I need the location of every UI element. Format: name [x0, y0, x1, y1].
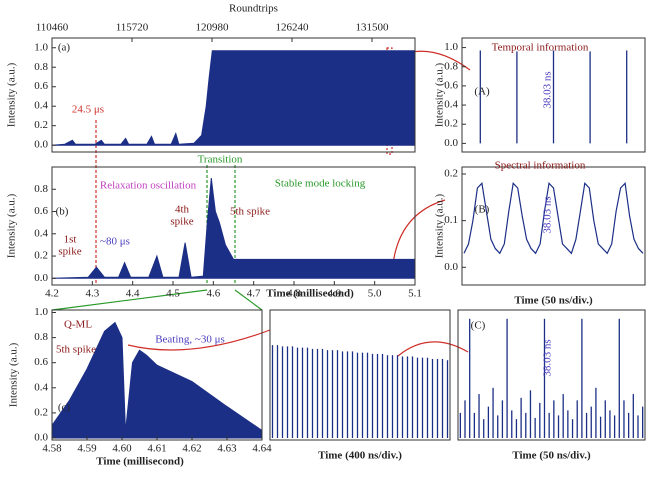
y-axis-title: Intensity (a.u.) [434, 62, 446, 127]
x-tick-label: 4.8 [287, 288, 301, 300]
y-tick-label: 1.0 [34, 306, 48, 318]
panel-label: (b) [56, 206, 69, 218]
annotation: Transition [198, 154, 243, 166]
y-tick-label: 0.1 [444, 214, 458, 226]
x-tick-label: 4.6 [206, 288, 220, 300]
waveform [51, 321, 263, 439]
x-tick-label: 5.0 [368, 288, 382, 300]
x-tick-label: 4.62 [182, 443, 201, 455]
annotation: 38.03 ns [542, 339, 554, 376]
annotation: spike [58, 246, 81, 258]
x-tick-label: 4.4 [126, 288, 140, 300]
zoom-line [234, 289, 263, 311]
y-tick-label: 0.6 [34, 80, 48, 92]
panel-label: (a) [58, 42, 71, 54]
annotation: ~80 μs [100, 236, 130, 248]
annotation: Beating, ~30 μs [155, 334, 225, 346]
y-tick-label: 0.2 [34, 250, 48, 262]
x2-axis-title: Roundtrips [229, 3, 278, 15]
x-axis-title: Time (50 ns/div.) [514, 295, 593, 307]
y-tick-label: 0.0 [444, 261, 458, 273]
x2-tick-label: 131500 [355, 22, 389, 34]
waveform [51, 50, 416, 146]
x-tick-label: 4.59 [77, 443, 97, 455]
plot-frame [461, 166, 646, 286]
plot-frame [51, 37, 416, 153]
annotation: 1st [64, 234, 77, 246]
y-tick-label: 0.8 [444, 60, 458, 72]
panel-label: (C) [471, 320, 486, 332]
y-tick-label: 0.8 [34, 331, 48, 343]
y-tick-label: 0.4 [34, 100, 48, 112]
y-tick-label: 0.2 [444, 118, 458, 130]
x-tick-label: 4.63 [217, 443, 237, 455]
panel-label: (c) [58, 402, 71, 414]
x-tick-label: 4.64 [252, 443, 272, 455]
y-tick-label: 0.0 [34, 139, 48, 151]
y-tick-label: 0.8 [34, 61, 48, 73]
y-tick-label: 1.0 [444, 41, 458, 53]
annotation: 5th spike [56, 344, 96, 356]
x-tick-label: 4.7 [247, 288, 261, 300]
annotation: 4th [175, 204, 190, 216]
x-tick-label: 5.1 [408, 288, 422, 300]
y-tick-label: 0.0 [34, 432, 48, 444]
annotation: 24.5 μs [72, 104, 104, 116]
annotation: Relaxation oscillation [100, 180, 197, 192]
y-tick-label: 0.2 [444, 168, 458, 180]
panel-label: (A) [474, 86, 490, 98]
y-axis-title: Intensity (a.u.) [6, 62, 18, 127]
x-tick-label: 4.3 [85, 288, 99, 300]
x-axis-title: Time (millisecond) [266, 288, 354, 300]
zoom-line [51, 289, 208, 311]
y-tick-label: 1.0 [34, 41, 48, 53]
annotation: spike [170, 216, 193, 228]
annotation: 38.03 ns [542, 71, 554, 108]
plot-frame [51, 166, 416, 286]
y-tick-label: 0.2 [34, 406, 48, 418]
y-axis-title: Intensity (a.u.) [8, 342, 20, 407]
x-tick-label: 4.61 [147, 443, 166, 455]
x2-tick-label: 120980 [195, 22, 229, 34]
y-tick-label: 0.0 [34, 272, 48, 284]
plot-frame [457, 309, 646, 441]
x2-tick-label: 126240 [275, 22, 309, 34]
y-tick-label: 0.4 [444, 99, 458, 111]
y-tick-label: 0.4 [34, 381, 48, 393]
plot-frame [461, 37, 646, 153]
annotation: 38.03 ns [542, 196, 554, 233]
y-tick-label: 0.4 [34, 227, 48, 239]
annotation: Q-ML [64, 319, 92, 331]
y-tick-label: 0.6 [444, 79, 458, 91]
annotation: 5th spike [230, 206, 270, 218]
x-tick-label: 4.9 [327, 288, 341, 300]
y-tick-label: 0.2 [34, 119, 48, 131]
y-tick-label: 0.6 [34, 205, 48, 217]
x2-tick-label: 110460 [36, 22, 69, 34]
y-axis-title: Intensity (a.u.) [434, 193, 446, 258]
panel-label: (B) [475, 204, 490, 216]
x-axis-title: Time (millisecond) [96, 456, 184, 468]
y-axis-title: Intensity (a.u.) [6, 193, 18, 258]
x2-tick-label: 115720 [116, 22, 149, 34]
y-tick-label: 0.6 [34, 356, 48, 368]
connector-arrow [127, 329, 271, 351]
y-tick-label: 0.0 [444, 137, 458, 149]
annotation: Stable mode locking [275, 178, 366, 190]
x-tick-label: 4.2 [45, 288, 59, 300]
spectrum-trace [463, 181, 644, 255]
x-axis-title: Time (400 ns/div.) [318, 450, 402, 462]
x-tick-label: 4.58 [42, 443, 62, 455]
plot-frame [269, 309, 451, 441]
annotation: Spectral information [495, 160, 586, 172]
waveform [51, 178, 416, 279]
annotation: Temporal information [492, 42, 589, 54]
connector-arrow [397, 341, 469, 357]
x-tick-label: 4.60 [112, 443, 132, 455]
y-tick-label: 0.8 [34, 183, 48, 195]
x-axis-title: Time (50 ns/div.) [512, 450, 591, 462]
x-tick-label: 4.5 [166, 288, 180, 300]
